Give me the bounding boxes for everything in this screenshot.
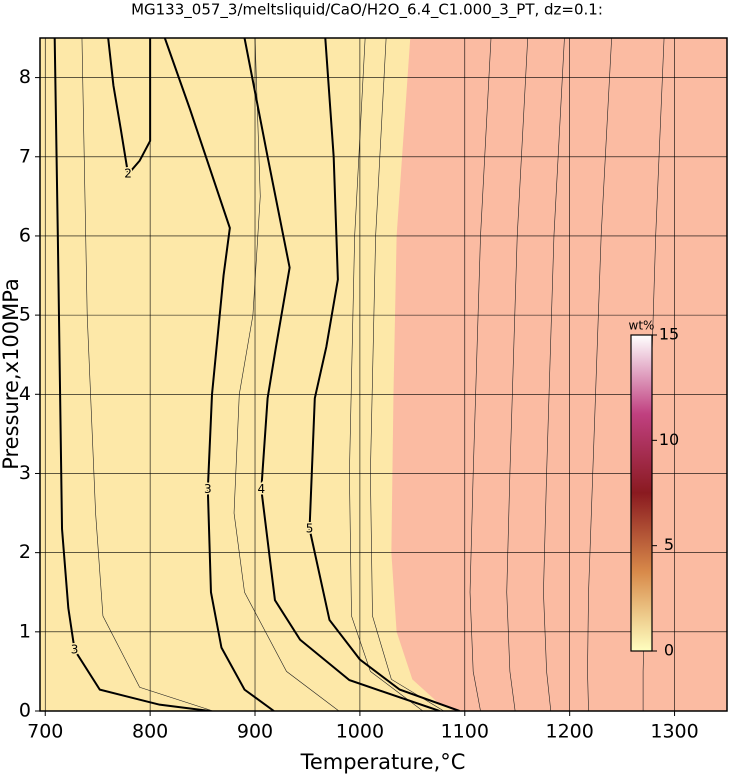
colorbar-tick-label: 5 <box>664 535 674 554</box>
contour-label: 3 <box>71 643 79 657</box>
minor-contour <box>81 38 214 711</box>
minor-contour <box>233 38 340 711</box>
y-tick-label: 6 <box>19 224 31 246</box>
x-axis-label: Temperature,°C <box>300 750 466 774</box>
contour-line <box>53 38 211 711</box>
colorbar-tick-label: 15 <box>659 325 679 344</box>
colorbar-label: wt% <box>629 319 655 333</box>
contour-line <box>308 38 460 711</box>
contour-line <box>163 38 275 711</box>
y-tick-label: 4 <box>19 383 31 405</box>
contour-label: 4 <box>257 482 265 496</box>
x-tick-label: 800 <box>132 721 168 743</box>
plot-area: 2 3 3 4 5 <box>40 38 727 711</box>
plot-frame <box>39 37 728 712</box>
y-tick-label: 7 <box>19 145 31 167</box>
x-tick-label: 700 <box>27 721 63 743</box>
minor-contour <box>469 38 492 711</box>
chart-title: MG133_057_3/meltsliquid/CaO/H2O_6.4_C1.0… <box>131 1 603 20</box>
y-axis-label: Pressure,x100MPa <box>0 278 23 470</box>
y-tick-label: 2 <box>19 541 31 563</box>
minor-contour <box>506 38 529 711</box>
contour-label: 3 <box>204 482 212 496</box>
colorbar-tick-label: 0 <box>664 641 674 660</box>
colorbar <box>630 334 653 652</box>
contour-label: 5 <box>306 521 314 535</box>
x-tick-label: 1000 <box>336 721 384 743</box>
contour-label: 2 <box>124 167 132 181</box>
x-tick-label: 1300 <box>650 721 698 743</box>
y-tick-label: 1 <box>19 620 31 642</box>
x-tick-label: 1100 <box>441 721 489 743</box>
minor-contour <box>370 38 444 711</box>
minor-contour <box>587 38 612 711</box>
contour-line <box>243 38 440 711</box>
y-tick-label: 3 <box>19 462 31 484</box>
colorbar-tick-label: 10 <box>659 430 679 449</box>
y-tick-label: 8 <box>19 66 31 88</box>
y-tick-label: 0 <box>19 700 31 722</box>
y-tick-label: 5 <box>19 304 31 326</box>
x-tick-label: 1200 <box>545 721 593 743</box>
minor-contour <box>543 38 565 711</box>
x-tick-label: 900 <box>237 721 273 743</box>
minor-contour <box>349 38 424 711</box>
